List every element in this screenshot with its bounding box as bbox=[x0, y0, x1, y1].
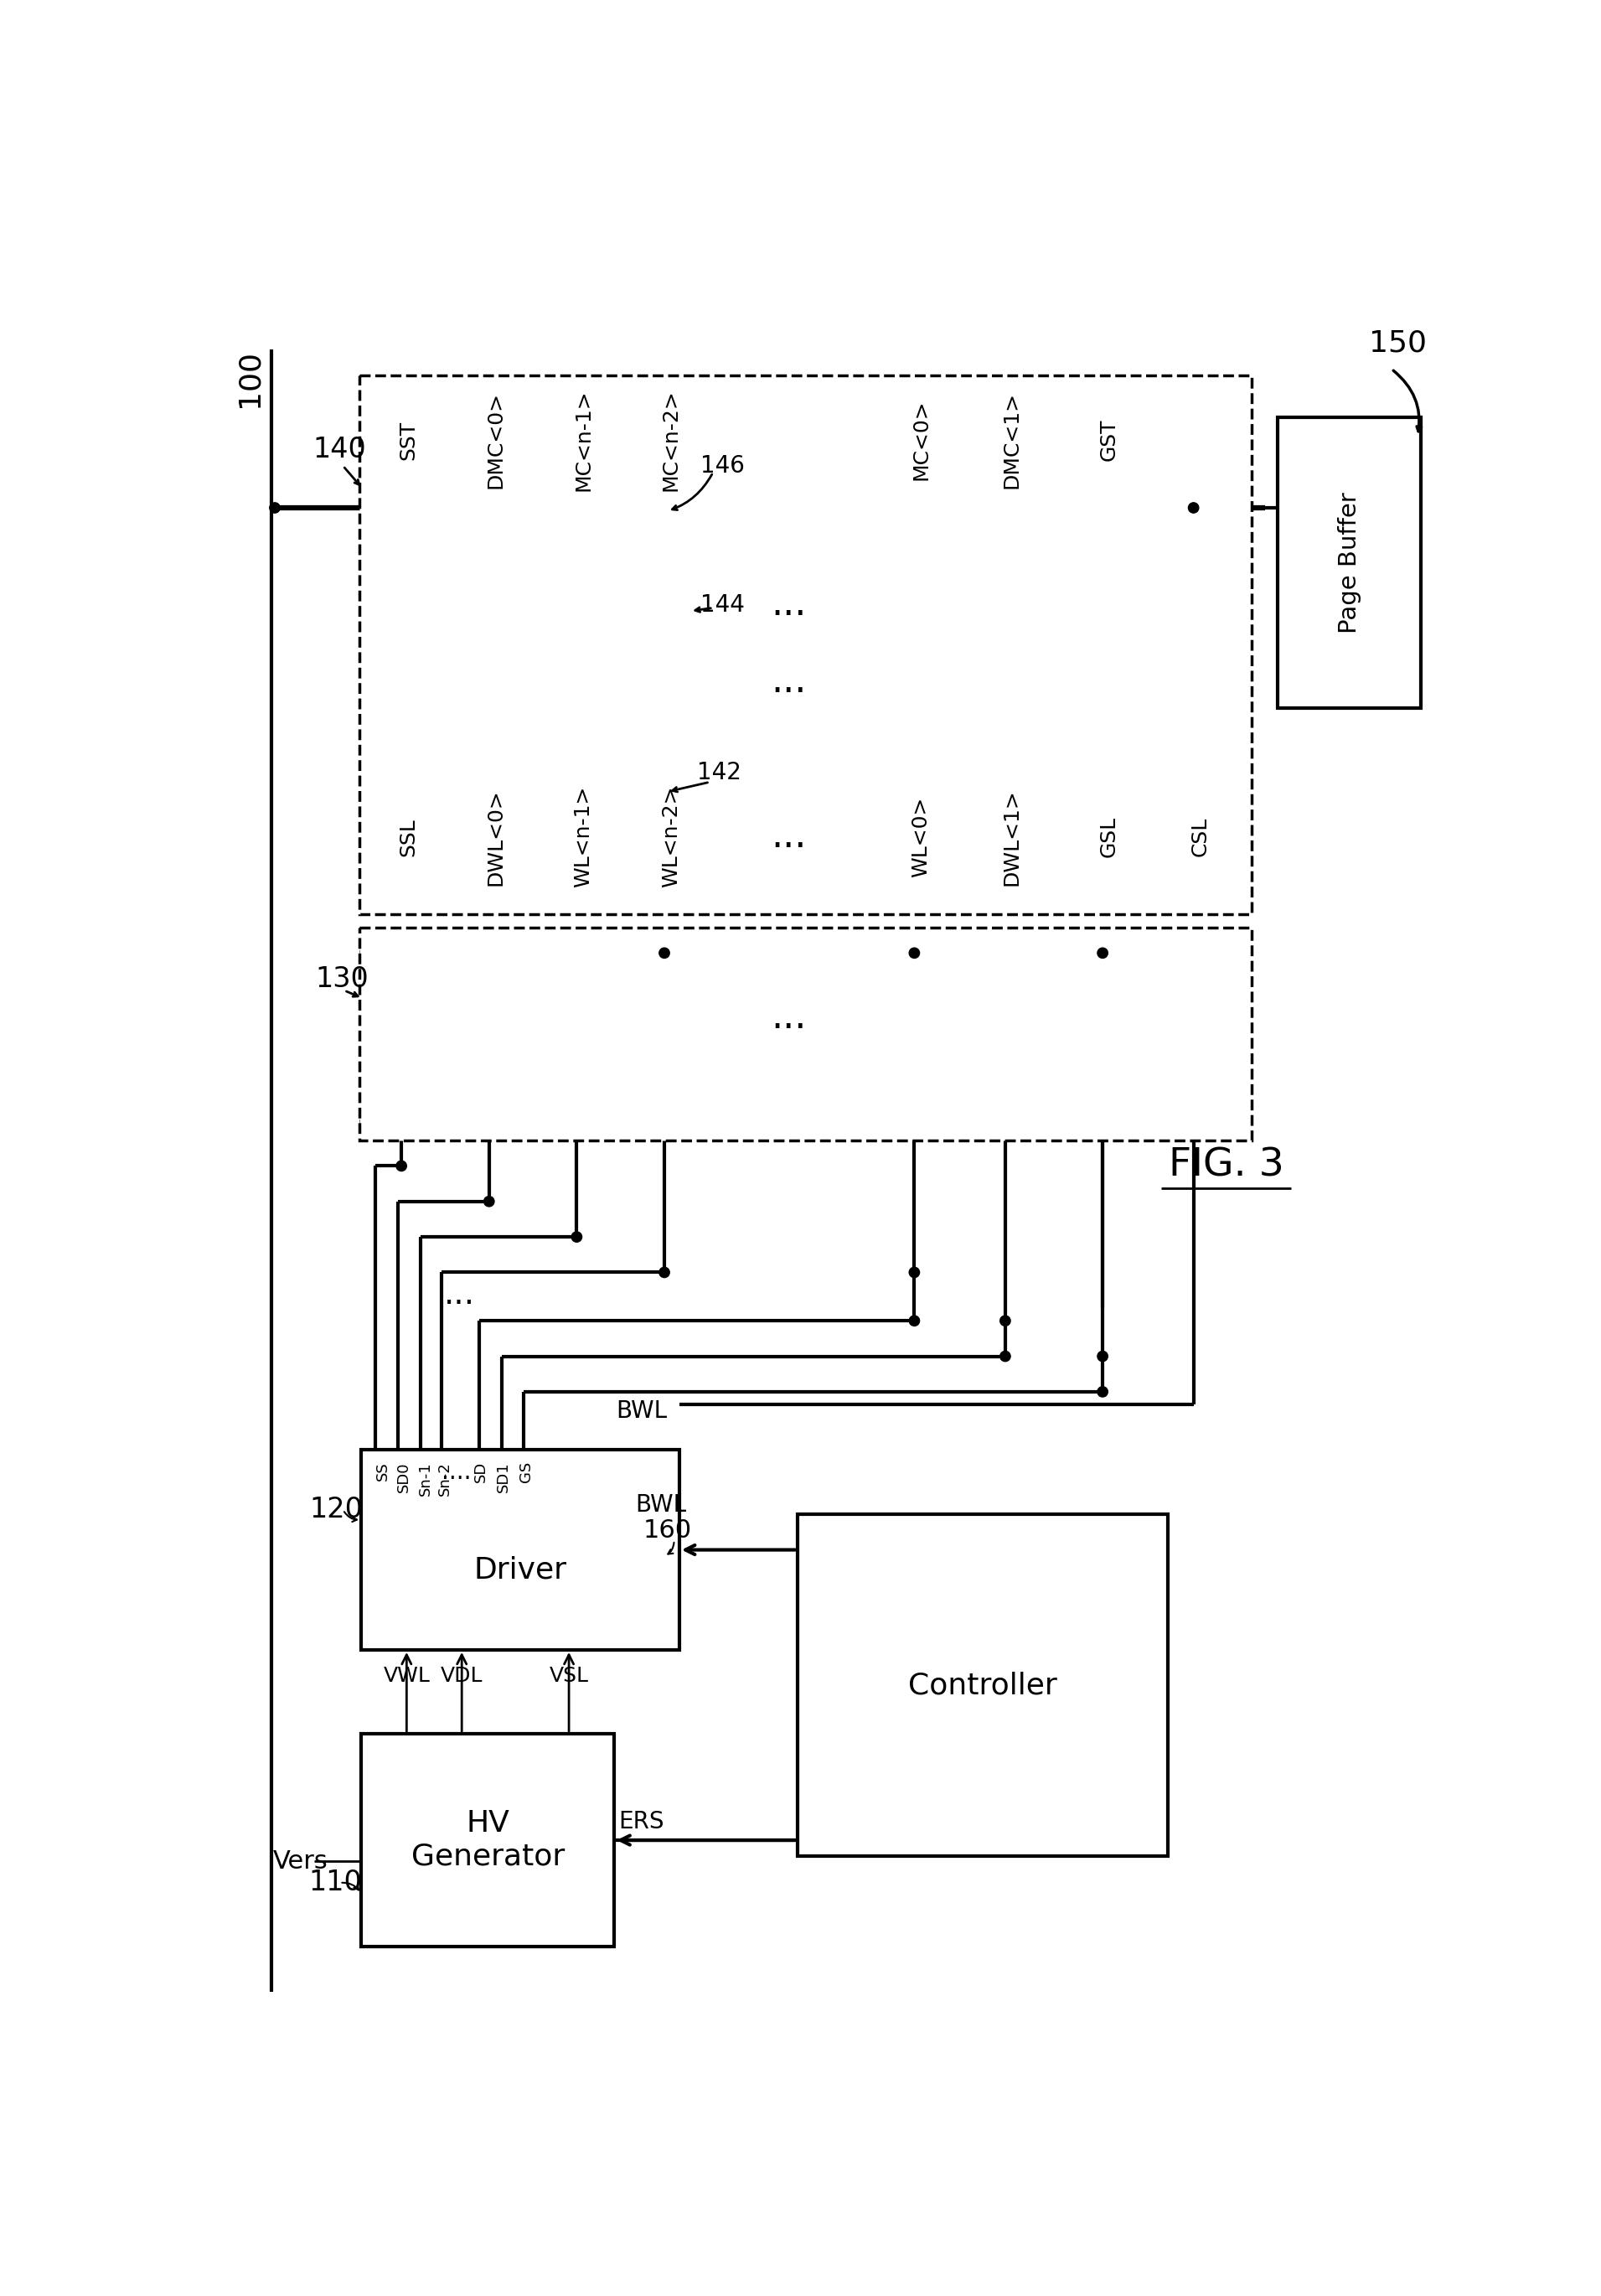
Text: Vers: Vers bbox=[274, 1848, 328, 1874]
Circle shape bbox=[1097, 1387, 1108, 1396]
Circle shape bbox=[484, 1196, 495, 1208]
Text: DWL<1>: DWL<1> bbox=[1002, 788, 1021, 886]
Circle shape bbox=[395, 1162, 407, 1171]
Text: GSL: GSL bbox=[1098, 817, 1119, 856]
Text: MC<n-2>: MC<n-2> bbox=[661, 388, 680, 491]
Text: 110: 110 bbox=[309, 1869, 362, 1896]
Text: WL<0>: WL<0> bbox=[911, 797, 930, 877]
Text: SD0: SD0 bbox=[395, 1463, 411, 1492]
Bar bbox=[1278, 418, 1420, 707]
Text: 130: 130 bbox=[315, 964, 368, 992]
Text: 146: 146 bbox=[701, 455, 744, 478]
Text: 142: 142 bbox=[698, 760, 741, 783]
Text: 100: 100 bbox=[235, 349, 263, 409]
Circle shape bbox=[1097, 1350, 1108, 1362]
Text: Sn-1: Sn-1 bbox=[418, 1463, 432, 1495]
Circle shape bbox=[1188, 503, 1199, 512]
Bar bbox=[359, 928, 1252, 1141]
Bar bbox=[359, 377, 1252, 914]
Text: VDL: VDL bbox=[440, 1667, 484, 1685]
Bar bbox=[362, 1733, 615, 1947]
Circle shape bbox=[1097, 948, 1108, 957]
Text: 120: 120 bbox=[309, 1497, 363, 1525]
Text: 160: 160 bbox=[644, 1518, 692, 1543]
Circle shape bbox=[269, 503, 280, 512]
Circle shape bbox=[909, 1316, 919, 1327]
Text: DWL<0>: DWL<0> bbox=[485, 788, 506, 886]
Text: HV
Generator: HV Generator bbox=[411, 1809, 565, 1871]
Circle shape bbox=[909, 1267, 919, 1277]
Text: 140: 140 bbox=[314, 436, 367, 464]
Text: FIG. 3: FIG. 3 bbox=[1169, 1148, 1284, 1185]
Text: ...: ... bbox=[772, 585, 807, 622]
Text: BWL: BWL bbox=[616, 1398, 668, 1424]
Text: DMC<1>: DMC<1> bbox=[1002, 390, 1021, 489]
Text: ...: ... bbox=[772, 664, 807, 700]
Bar bbox=[797, 1515, 1167, 1857]
Text: Driver: Driver bbox=[474, 1557, 567, 1584]
Text: MC<n-1>: MC<n-1> bbox=[573, 388, 594, 491]
Text: Sn-2: Sn-2 bbox=[437, 1463, 451, 1495]
Circle shape bbox=[572, 1231, 581, 1242]
Text: SD1: SD1 bbox=[496, 1463, 511, 1492]
Text: BWL: BWL bbox=[636, 1492, 687, 1515]
Bar bbox=[362, 1449, 679, 1651]
Circle shape bbox=[660, 1267, 669, 1277]
Text: ...: ... bbox=[772, 999, 807, 1035]
Text: Page Buffer: Page Buffer bbox=[1337, 491, 1361, 634]
Text: VSL: VSL bbox=[549, 1667, 589, 1685]
Text: ...: ... bbox=[772, 820, 807, 854]
Text: SSL: SSL bbox=[397, 817, 418, 856]
Text: SD: SD bbox=[472, 1463, 488, 1483]
Circle shape bbox=[660, 948, 669, 957]
Text: VWL: VWL bbox=[383, 1667, 431, 1685]
Circle shape bbox=[909, 948, 919, 957]
Text: GST: GST bbox=[1098, 418, 1119, 461]
Text: WL<n-2>: WL<n-2> bbox=[661, 785, 680, 889]
Circle shape bbox=[1001, 1350, 1010, 1362]
Text: ERS: ERS bbox=[620, 1812, 664, 1835]
Text: DMC<0>: DMC<0> bbox=[485, 390, 506, 489]
Text: ....: .... bbox=[442, 1460, 471, 1483]
Text: WL<n-1>: WL<n-1> bbox=[573, 785, 594, 889]
Text: SS: SS bbox=[375, 1463, 391, 1481]
Text: SST: SST bbox=[397, 420, 418, 459]
Text: MC<0>: MC<0> bbox=[911, 400, 930, 480]
Text: 144: 144 bbox=[701, 592, 744, 615]
Text: CSL: CSL bbox=[1190, 817, 1210, 856]
Circle shape bbox=[1001, 1316, 1010, 1327]
Text: Controller: Controller bbox=[908, 1671, 1057, 1699]
Text: 150: 150 bbox=[1369, 328, 1426, 358]
Text: ...: ... bbox=[445, 1279, 475, 1311]
Text: GS: GS bbox=[519, 1463, 533, 1483]
